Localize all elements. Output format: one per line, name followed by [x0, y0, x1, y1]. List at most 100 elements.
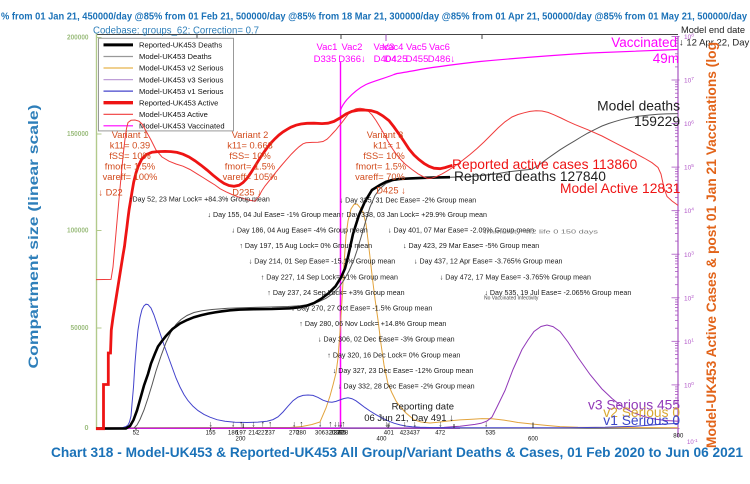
svg-text:280: 280	[296, 431, 307, 437]
svg-text:Vac6: Vac6	[429, 42, 450, 53]
svg-text:332: 332	[334, 431, 345, 437]
svg-text:197: 197	[236, 431, 247, 437]
svg-text:% from 01 Jan 21, 450000/day @: % from 01 Jan 21, 450000/day @85% from 0…	[1, 12, 747, 23]
svg-text:159229: 159229	[634, 114, 680, 129]
svg-text:Reporting date: Reporting date	[392, 401, 454, 412]
svg-text:↑ Day 227, 14 Sep Lock= +1% Gr: ↑ Day 227, 14 Sep Lock= +1% Group mean	[261, 273, 398, 281]
svg-text:↑ Day 280, 06 Nov Lock= +14.8%: ↑ Day 280, 06 Nov Lock= +14.8% Group mea…	[299, 320, 446, 328]
svg-text:400: 400	[376, 436, 387, 442]
svg-text:Chart 318 - Model-UK453 & Repo: Chart 318 - Model-UK453 & Reported-UK453…	[51, 444, 743, 460]
svg-text:↓: ↓	[413, 420, 417, 429]
svg-text:↓ D22: ↓ D22	[98, 188, 122, 198]
svg-text:↓ Day 186, 04 Aug Ease= -4% Gr: ↓ Day 186, 04 Aug Ease= -4% Group mean	[231, 227, 367, 235]
svg-text:↓ Day 332, 28 Dec Ease= -2% Gr: ↓ Day 332, 28 Dec Ease= -2% Group mean	[338, 383, 475, 391]
svg-text:fSS= 10%: fSS= 10%	[109, 151, 151, 161]
svg-text:k11= 0.663: k11= 0.663	[227, 141, 273, 151]
svg-text:↑: ↑	[328, 420, 332, 429]
svg-text:↓ Day 472, 17 May Ease= -3.765: ↓ Day 472, 17 May Ease= -3.765% Group me…	[440, 273, 591, 281]
svg-text:Reported deaths 127840: Reported deaths 127840	[454, 169, 606, 184]
svg-text:200: 200	[235, 436, 246, 442]
svg-text:227: 227	[258, 431, 269, 437]
svg-text:↓ Day 423, 29 Mar Ease= -5% Gr: ↓ Day 423, 29 Mar Ease= -5% Group mean	[403, 242, 539, 250]
svg-text:Vac1: Vac1	[317, 42, 338, 53]
svg-text:v2 Serious 0: v2 Serious 0	[603, 405, 680, 420]
svg-text:106: 106	[684, 120, 694, 129]
svg-text:103: 103	[684, 250, 694, 259]
svg-text:Model-UK453 Deaths: Model-UK453 Deaths	[139, 52, 212, 61]
svg-text:↓ Day 535, 19 Jul Ease= -2.065: ↓ Day 535, 19 Jul Ease= -2.065% Group me…	[484, 289, 631, 297]
svg-text:↑: ↑	[299, 420, 303, 429]
svg-text:Model-UK453 v2 Serious: Model-UK453 v2 Serious	[139, 64, 224, 73]
svg-text:Vac2: Vac2	[342, 42, 363, 53]
svg-text:↓: ↓	[231, 420, 235, 429]
svg-text:↓ Day 155, 04 Jul Ease= -1% Gr: ↓ Day 155, 04 Jul Ease= -1% Group mean	[208, 211, 341, 219]
svg-text:D235 ↓: D235 ↓	[232, 188, 261, 198]
svg-text:↓: ↓	[385, 420, 389, 429]
svg-text:800: 800	[673, 434, 684, 440]
svg-text:186: 186	[228, 431, 239, 437]
svg-text:vareff= 70%: vareff= 70%	[355, 172, 405, 182]
svg-text:Model-UK453 v1 Serious: Model-UK453 v1 Serious	[139, 87, 224, 96]
svg-text:Model Active 12831­: Model Active 12831­	[560, 181, 680, 196]
svg-text:D425 ↓: D425 ↓	[376, 186, 405, 196]
svg-text:↓: ↓	[333, 420, 337, 429]
svg-text:D404: D404	[374, 54, 397, 65]
svg-text:Model end date: Model end date	[681, 25, 745, 35]
svg-text:↑Day 52, 23 Mar Lock= +84.3% G: ↑Day 52, 23 Mar Lock= +84.3% Group mean	[129, 195, 270, 203]
svg-text:Compartment size (linear scale: Compartment size (linear scale)	[25, 105, 41, 369]
svg-text:fmort= 1.5%: fmort= 1.5%	[356, 162, 406, 172]
svg-text:fSS= 10%: fSS= 10%	[229, 151, 271, 161]
svg-text:↑ Day 237, 24 Sep Lock= +3% Gr: ↑ Day 237, 24 Sep Lock= +3% Group mean	[267, 289, 404, 297]
svg-text:↓: ↓	[339, 420, 343, 429]
svg-text:49m: 49m	[653, 51, 679, 66]
svg-text:423: 423	[400, 431, 411, 437]
svg-text:Reported-UK453 Deaths: Reported-UK453 Deaths	[139, 41, 222, 50]
svg-text:↓ Day 327, 23 Dec Ease= -12% G: ↓ Day 327, 23 Dec Ease= -12% Group mean	[333, 367, 474, 375]
svg-text:214: 214	[248, 431, 259, 437]
svg-text:101: 101	[684, 337, 694, 346]
svg-text:↑: ↑	[341, 420, 345, 429]
svg-text:k11= 0.39: k11= 0.39	[110, 141, 150, 151]
svg-text:↑ Day 320, 16 Dec Lock= 0% Gro: ↑ Day 320, 16 Dec Lock= 0% Group mean	[327, 351, 460, 359]
svg-text:472: 472	[435, 431, 446, 437]
svg-text:Model-UK453 Vaccinated: Model-UK453 Vaccinated	[139, 122, 225, 131]
svg-text:↓: ↓	[337, 420, 341, 429]
svg-text:↑: ↑	[261, 420, 265, 429]
svg-text:vareff= 105%: vareff= 105%	[223, 172, 278, 182]
svg-text:105: 105	[684, 163, 694, 172]
svg-text:k11= 1: k11= 1	[373, 141, 400, 151]
svg-text:155: 155	[206, 431, 217, 437]
svg-text:327: 327	[330, 431, 341, 437]
svg-text:0: 0	[85, 423, 89, 432]
svg-text:↓ Day 437, 12 Apr Ease= -3.765: ↓ Day 437, 12 Apr Ease= -3.765% Group me…	[414, 258, 563, 266]
svg-text:Vac3: Vac3	[374, 42, 395, 53]
svg-text:↓: ↓	[318, 420, 322, 429]
svg-text:Variant 3: Variant 3	[367, 130, 404, 140]
svg-text:107: 107	[684, 76, 694, 85]
svg-text:↓ Day 401, 07 Mar Ease= -2.09%: ↓ Day 401, 07 Mar Ease= -2.09% Group mea…	[388, 227, 534, 235]
svg-text:↑: ↑	[239, 420, 243, 429]
svg-text:↓ 12 Apr 22, Day 8: ↓ 12 Apr 22, Day 8	[679, 38, 750, 49]
svg-text:535: 535	[485, 431, 496, 437]
svg-text:↓: ↓	[438, 420, 442, 429]
svg-text:D335: D335	[314, 54, 337, 65]
svg-text:Immunity 4.2 life 0 150 days: Immunity 4.2 life 0 150 days	[484, 230, 598, 236]
svg-text:↑ Day 197, 15 Aug Lock= 0% Gro: ↑ Day 197, 15 Aug Lock= 0% Group mean	[239, 242, 372, 250]
svg-text:↑ Day 338, 03 Jan Lock= +29.9%: ↑ Day 338, 03 Jan Lock= +29.9% Group mea…	[341, 211, 487, 219]
svg-text:Model-UK453 Active: Model-UK453 Active	[139, 110, 208, 119]
svg-text:fmort= 1.5%: fmort= 1.5%	[105, 162, 155, 172]
svg-text:237: 237	[265, 431, 276, 437]
svg-text:Vaccinated: Vaccinated	[611, 35, 677, 50]
svg-text:D455: D455	[406, 54, 429, 65]
svg-text:Variant 1: Variant 1	[112, 130, 149, 140]
svg-text:338: 338	[338, 431, 349, 437]
svg-text:↓ Day 214, 01 Sep Ease= -15.1%: ↓ Day 214, 01 Sep Ease= -15.1% Group mea…	[249, 258, 396, 266]
svg-text:↑: ↑	[268, 420, 272, 429]
svg-text:Reported-UK453 Active: Reported-UK453 Active	[139, 98, 218, 107]
svg-text:Model deaths: Model deaths	[597, 98, 680, 113]
svg-text:100: 100	[684, 381, 694, 390]
svg-text:No Vaccinated Infectivity: No Vaccinated Infectivity	[484, 296, 539, 302]
svg-text:108: 108	[684, 33, 694, 42]
svg-text:↓: ↓	[292, 420, 296, 429]
svg-text:600: 600	[528, 436, 539, 442]
